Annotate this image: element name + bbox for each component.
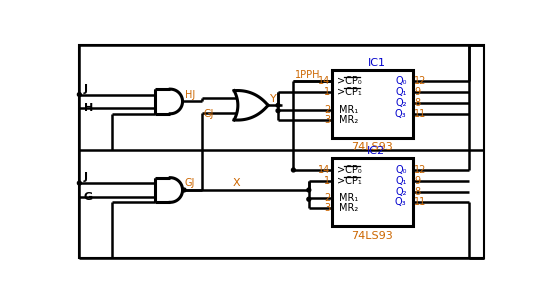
Text: 2: 2 — [324, 194, 331, 203]
Text: J: J — [84, 84, 88, 94]
Text: 1: 1 — [324, 87, 331, 97]
Text: 74LS93: 74LS93 — [351, 231, 393, 241]
Text: >CP₀: >CP₀ — [337, 165, 362, 175]
Text: >CP₁: >CP₁ — [337, 87, 362, 97]
Text: Q₂: Q₂ — [395, 187, 406, 196]
Text: >CP₁: >CP₁ — [337, 176, 362, 186]
Circle shape — [292, 168, 295, 172]
Circle shape — [78, 181, 81, 185]
Text: 2: 2 — [324, 105, 331, 115]
Circle shape — [307, 188, 311, 192]
Text: HJ: HJ — [185, 90, 195, 100]
Text: 11: 11 — [414, 197, 427, 207]
Bar — [332, 158, 412, 226]
Text: IC2: IC2 — [367, 146, 386, 156]
Text: 1PPH: 1PPH — [295, 70, 321, 80]
Text: Q₁: Q₁ — [395, 87, 406, 97]
Text: 3: 3 — [324, 203, 331, 214]
Text: MR₂: MR₂ — [339, 203, 358, 214]
Text: IC1: IC1 — [367, 58, 386, 68]
Text: 8: 8 — [414, 98, 420, 108]
Circle shape — [307, 197, 311, 201]
Circle shape — [276, 103, 280, 107]
Text: 1: 1 — [324, 176, 331, 186]
Text: G: G — [84, 192, 93, 202]
Text: Y: Y — [270, 94, 276, 104]
Text: 12: 12 — [414, 165, 427, 175]
Circle shape — [276, 109, 280, 112]
Text: Q₃: Q₃ — [395, 109, 406, 119]
Text: >CP₀: >CP₀ — [337, 76, 362, 86]
Text: GJ: GJ — [204, 109, 214, 119]
Text: 8: 8 — [414, 187, 420, 196]
Text: Q₃: Q₃ — [395, 197, 406, 207]
Text: Q₂: Q₂ — [395, 98, 406, 108]
Text: Q₁: Q₁ — [395, 176, 406, 186]
Text: H: H — [84, 103, 94, 113]
Text: 14: 14 — [318, 76, 331, 86]
Text: X: X — [233, 178, 240, 188]
Circle shape — [182, 188, 186, 192]
Text: Q₀: Q₀ — [395, 76, 406, 86]
Circle shape — [78, 93, 81, 96]
Text: 14: 14 — [318, 165, 331, 175]
Text: Q₀: Q₀ — [395, 165, 406, 175]
Text: 12: 12 — [414, 76, 427, 86]
Text: MR₂: MR₂ — [339, 115, 358, 125]
Text: 9: 9 — [414, 87, 420, 97]
Text: 11: 11 — [414, 109, 427, 119]
Text: MR₁: MR₁ — [339, 105, 358, 115]
Text: 74LS93: 74LS93 — [351, 142, 393, 152]
Text: 3: 3 — [324, 115, 331, 125]
Bar — [332, 70, 412, 138]
Text: MR₁: MR₁ — [339, 194, 358, 203]
Text: 9: 9 — [414, 176, 420, 186]
Text: GJ: GJ — [185, 178, 195, 188]
Text: J: J — [84, 172, 88, 182]
